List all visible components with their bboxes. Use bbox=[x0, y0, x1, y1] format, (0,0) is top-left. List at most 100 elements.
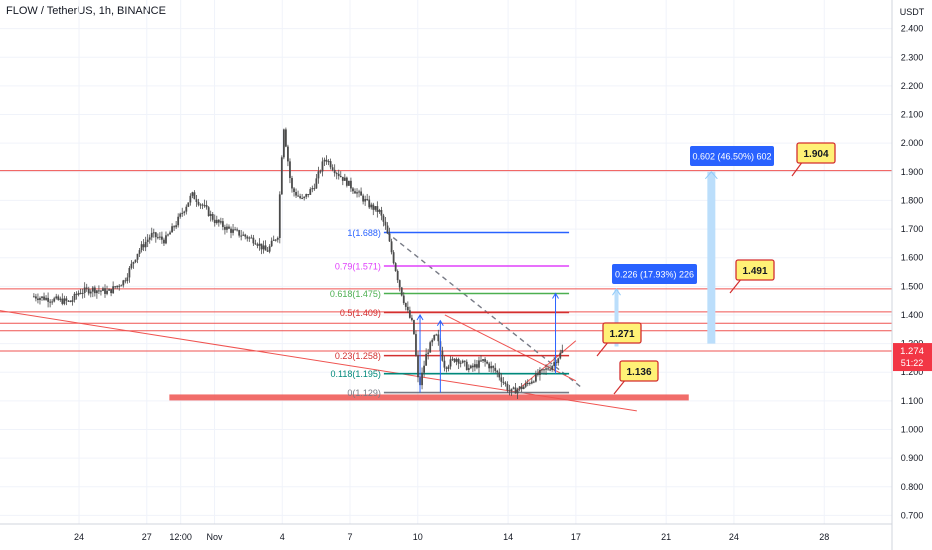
candle-body bbox=[358, 191, 360, 193]
callout-label: 1.136 bbox=[626, 367, 651, 378]
x-tick-label: 14 bbox=[503, 532, 513, 542]
support-zone bbox=[169, 394, 689, 401]
x-tick-label: 12:00 bbox=[169, 532, 192, 542]
candle-body bbox=[67, 300, 70, 302]
candle-body bbox=[341, 176, 344, 181]
x-tick-label: 27 bbox=[142, 532, 152, 542]
candle-body bbox=[211, 214, 214, 220]
x-tick-label: Nov bbox=[207, 532, 224, 542]
candle-body bbox=[193, 192, 196, 200]
candle-body bbox=[106, 290, 108, 294]
candle-body bbox=[429, 342, 432, 353]
candle-body bbox=[183, 211, 186, 213]
candle-body bbox=[488, 363, 491, 369]
candle-body bbox=[57, 296, 60, 300]
candle-body bbox=[197, 201, 200, 205]
candle-body bbox=[163, 239, 165, 244]
candle-body bbox=[282, 129, 285, 158]
candle-body bbox=[368, 199, 371, 208]
candle-body bbox=[451, 358, 454, 360]
candle-body bbox=[356, 192, 358, 194]
x-tick-label: 7 bbox=[348, 532, 353, 542]
candle-body bbox=[319, 171, 322, 173]
candle-body bbox=[59, 298, 62, 300]
candle-body bbox=[561, 350, 564, 353]
y-tick-label: 2.300 bbox=[901, 52, 924, 62]
candle-body bbox=[469, 365, 472, 369]
x-tick-label: 24 bbox=[74, 532, 84, 542]
candle-body bbox=[537, 373, 539, 375]
candle-body bbox=[498, 372, 501, 378]
candle-body bbox=[165, 235, 167, 244]
y-tick-label: 1.400 bbox=[901, 310, 924, 320]
candle-body bbox=[110, 289, 113, 294]
candle-body bbox=[354, 191, 356, 194]
candle-body bbox=[392, 252, 395, 264]
callout-label: 1.491 bbox=[742, 266, 767, 277]
candle-body bbox=[364, 199, 367, 202]
candle-body bbox=[461, 360, 464, 363]
measure-arrowhead bbox=[416, 314, 424, 321]
candle-body bbox=[228, 226, 230, 229]
candle-body bbox=[411, 317, 413, 321]
candle-body bbox=[177, 216, 180, 226]
candle-body bbox=[158, 236, 161, 238]
candle-body bbox=[71, 299, 74, 302]
candle-body bbox=[39, 297, 41, 301]
candle-body bbox=[130, 263, 133, 268]
candle-body bbox=[49, 301, 52, 303]
candle-body bbox=[181, 212, 184, 214]
candle-body bbox=[108, 289, 110, 291]
candle-body bbox=[289, 161, 291, 178]
projection-arrowhead bbox=[704, 171, 718, 180]
x-tick-label: 21 bbox=[661, 532, 671, 542]
candle-body bbox=[506, 384, 509, 391]
candle-body bbox=[347, 180, 350, 186]
candle-body bbox=[516, 389, 519, 394]
candle-body bbox=[167, 234, 169, 236]
candle-body bbox=[295, 191, 297, 196]
y-tick-label: 1.700 bbox=[901, 224, 924, 234]
candle-body bbox=[435, 334, 438, 336]
candle-body bbox=[95, 290, 98, 294]
candle-body bbox=[256, 244, 259, 246]
candle-body bbox=[185, 206, 188, 212]
candle-body bbox=[45, 297, 47, 300]
candle-body bbox=[327, 161, 330, 163]
candle-body bbox=[311, 188, 314, 190]
measure-label: 0.602 (46.50%) 602 bbox=[692, 152, 771, 162]
candle-body bbox=[161, 236, 163, 240]
candle-body bbox=[384, 221, 387, 226]
candle-body bbox=[549, 369, 552, 371]
candle-body bbox=[240, 235, 243, 237]
candle-body bbox=[87, 288, 90, 294]
candle-body bbox=[425, 353, 428, 366]
measure-arrowhead bbox=[436, 319, 444, 326]
current-price-label: 1.274 bbox=[900, 346, 924, 357]
price-series bbox=[32, 127, 564, 400]
y-tick-label: 2.400 bbox=[901, 24, 924, 34]
candle-body bbox=[148, 237, 151, 240]
y-tick-label: 0.800 bbox=[901, 482, 924, 492]
candle-body bbox=[270, 240, 273, 247]
candle-body bbox=[500, 377, 503, 382]
candle-body bbox=[37, 298, 39, 301]
candle-body bbox=[345, 177, 348, 186]
candle-body bbox=[134, 259, 137, 263]
candle-body bbox=[175, 225, 178, 228]
x-tick-label: 24 bbox=[729, 532, 739, 542]
candle-body bbox=[543, 369, 545, 371]
candle-body bbox=[541, 369, 543, 371]
callout-box bbox=[602, 322, 642, 344]
candle-body bbox=[307, 194, 310, 196]
candle-body bbox=[490, 365, 493, 369]
candle-body bbox=[224, 226, 226, 230]
candle-body bbox=[433, 335, 436, 340]
candle-body bbox=[378, 210, 381, 212]
candle-body bbox=[260, 243, 263, 250]
candle-body bbox=[474, 364, 476, 368]
candle-body bbox=[195, 199, 198, 202]
candle-body bbox=[449, 359, 452, 367]
candle-body bbox=[329, 161, 332, 168]
